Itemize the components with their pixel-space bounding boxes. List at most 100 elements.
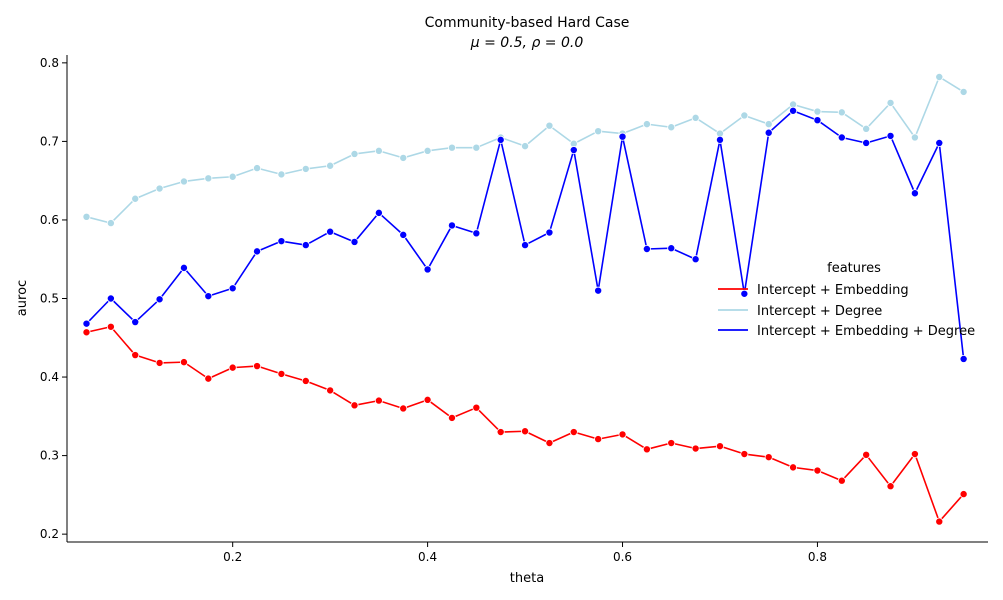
data-point-intercept-embedding xyxy=(594,435,603,444)
data-point-intercept-degree xyxy=(935,72,944,81)
data-point-intercept-embedding xyxy=(374,396,383,405)
data-point-intercept-degree xyxy=(155,184,164,193)
data-point-intercept-embedding-degree xyxy=(374,208,383,217)
data-point-intercept-embedding-degree xyxy=(886,131,895,140)
data-point-intercept-degree xyxy=(959,87,968,96)
legend: features Intercept + Embedding Intercept… xyxy=(718,261,975,339)
data-point-intercept-embedding-degree xyxy=(350,237,359,246)
data-point-intercept-degree xyxy=(594,127,603,136)
x-tick-label: 0.2 xyxy=(223,550,242,564)
data-point-intercept-degree xyxy=(472,143,481,152)
x-tick-label: 0.6 xyxy=(613,550,632,564)
data-point-intercept-embedding xyxy=(910,450,919,459)
legend-entry-intercept-embedding-degree: Intercept + Embedding + Degree xyxy=(757,324,975,339)
x-axis-label: theta xyxy=(510,571,544,586)
data-point-intercept-embedding xyxy=(691,444,700,453)
data-point-intercept-embedding xyxy=(521,427,530,436)
data-point-intercept-degree xyxy=(301,164,310,173)
data-point-intercept-embedding xyxy=(253,362,262,371)
y-tick-label: 0.8 xyxy=(40,56,59,70)
data-point-intercept-embedding-degree xyxy=(228,284,237,293)
data-point-intercept-embedding xyxy=(618,430,627,439)
data-point-intercept-embedding xyxy=(886,482,895,491)
data-point-intercept-embedding xyxy=(106,322,115,331)
data-point-intercept-embedding-degree xyxy=(106,294,115,303)
data-point-intercept-embedding-degree xyxy=(301,241,310,250)
data-point-intercept-embedding xyxy=(959,490,968,499)
data-point-intercept-degree xyxy=(179,177,188,186)
chart-title: Community-based Hard Case xyxy=(425,15,630,31)
data-point-intercept-degree xyxy=(886,98,895,107)
data-point-intercept-degree xyxy=(910,133,919,142)
data-point-intercept-embedding xyxy=(179,358,188,367)
data-point-intercept-embedding-degree xyxy=(472,229,481,238)
data-point-intercept-degree xyxy=(447,143,456,152)
data-point-intercept-embedding xyxy=(423,395,432,404)
data-point-intercept-embedding-degree xyxy=(179,263,188,272)
x-ticks: 0.2 0.4 0.6 0.8 xyxy=(223,542,827,564)
data-point-intercept-embedding-degree xyxy=(862,138,871,147)
data-point-intercept-embedding-degree xyxy=(277,237,286,246)
data-point-intercept-degree xyxy=(667,123,676,132)
data-point-intercept-degree xyxy=(131,194,140,203)
x-tick-label: 0.8 xyxy=(808,550,827,564)
data-point-intercept-embedding-degree xyxy=(764,128,773,137)
data-point-intercept-degree xyxy=(399,153,408,162)
data-point-intercept-embedding xyxy=(277,369,286,378)
data-point-intercept-degree xyxy=(521,142,530,151)
data-point-intercept-embedding xyxy=(131,351,140,360)
data-point-intercept-embedding-degree xyxy=(594,286,603,295)
data-point-intercept-embedding xyxy=(399,404,408,413)
data-point-intercept-embedding-degree xyxy=(253,247,262,256)
data-point-intercept-embedding-degree xyxy=(813,116,822,125)
data-point-intercept-embedding xyxy=(155,358,164,367)
data-point-intercept-embedding xyxy=(715,442,724,451)
y-tick-label: 0.7 xyxy=(40,134,59,148)
data-point-intercept-degree xyxy=(106,219,115,228)
data-point-intercept-embedding-degree xyxy=(82,319,91,328)
data-point-intercept-embedding-degree xyxy=(131,318,140,327)
y-tick-label: 0.6 xyxy=(40,213,59,227)
data-point-intercept-embedding-degree xyxy=(569,146,578,155)
legend-entry-intercept-degree: Intercept + Degree xyxy=(757,304,882,319)
data-point-intercept-degree xyxy=(253,164,262,173)
data-point-intercept-embedding xyxy=(228,363,237,372)
data-point-intercept-embedding xyxy=(740,450,749,459)
data-point-intercept-embedding-degree xyxy=(642,245,651,254)
data-point-intercept-embedding xyxy=(764,453,773,462)
data-point-intercept-embedding xyxy=(447,413,456,422)
data-point-intercept-degree xyxy=(813,107,822,116)
data-point-intercept-degree xyxy=(374,146,383,155)
data-point-intercept-embedding-degree xyxy=(545,228,554,237)
data-point-intercept-embedding-degree xyxy=(155,295,164,304)
data-point-intercept-embedding xyxy=(82,328,91,337)
data-point-intercept-degree xyxy=(228,172,237,181)
data-point-intercept-embedding-degree xyxy=(326,227,335,236)
legend-title: features xyxy=(827,261,881,276)
data-point-intercept-degree xyxy=(82,212,91,221)
data-point-intercept-embedding-degree xyxy=(447,221,456,230)
data-point-intercept-embedding xyxy=(496,428,505,437)
data-point-intercept-embedding xyxy=(545,439,554,448)
data-point-intercept-embedding xyxy=(862,450,871,459)
y-tick-label: 0.3 xyxy=(40,449,59,463)
data-point-intercept-degree xyxy=(204,174,213,183)
data-point-intercept-embedding-degree xyxy=(935,138,944,147)
data-point-intercept-embedding xyxy=(569,428,578,437)
y-tick-label: 0.4 xyxy=(40,370,59,384)
data-point-intercept-embedding xyxy=(301,376,310,385)
y-tick-label: 0.2 xyxy=(40,527,59,541)
y-ticks: 0.2 0.3 0.4 0.5 0.6 0.7 0.8 xyxy=(40,56,67,541)
data-point-intercept-embedding-degree xyxy=(496,135,505,144)
x-tick-label: 0.4 xyxy=(418,550,437,564)
data-point-intercept-embedding xyxy=(350,401,359,410)
data-point-intercept-degree xyxy=(862,124,871,133)
data-point-intercept-embedding-degree xyxy=(959,354,968,363)
data-point-intercept-embedding-degree xyxy=(837,133,846,142)
data-point-intercept-embedding xyxy=(642,445,651,454)
data-point-intercept-degree xyxy=(837,108,846,117)
data-point-intercept-degree xyxy=(350,149,359,158)
data-point-intercept-embedding xyxy=(472,403,481,412)
data-point-intercept-embedding xyxy=(789,463,798,472)
